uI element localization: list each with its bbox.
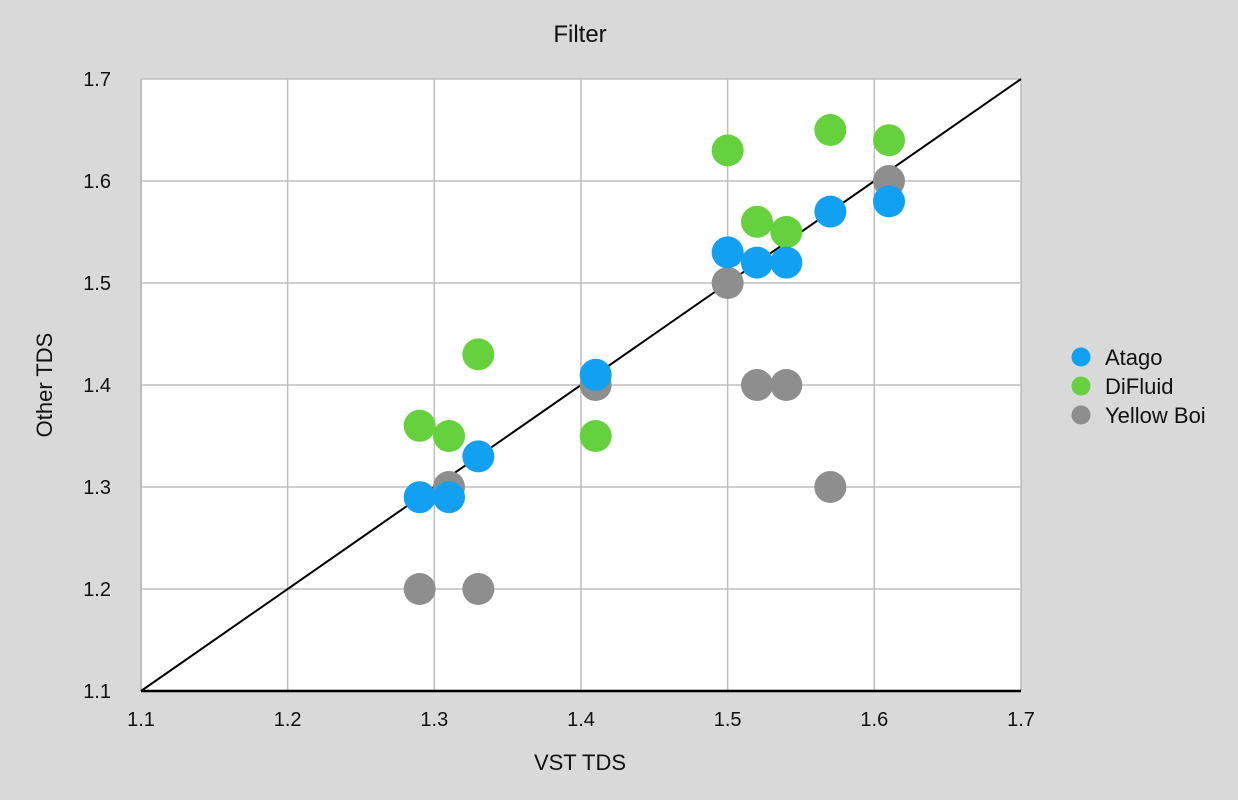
legend-label-difluid: DiFluid	[1105, 374, 1173, 399]
axes	[140, 79, 1021, 693]
x-tick-label: 1.3	[420, 709, 448, 731]
yellow-boi-point	[741, 369, 773, 401]
y-tick-label: 1.2	[83, 579, 111, 601]
legend: Atago DiFluid Yellow Boi	[1071, 345, 1206, 428]
data-points	[403, 114, 905, 605]
difluid-point	[462, 338, 495, 371]
difluid-point	[814, 114, 847, 146]
atago-point	[433, 481, 465, 514]
y-tick-label: 1.5	[83, 273, 111, 295]
difluid-point	[403, 409, 436, 442]
x-tick-label: 1.4	[567, 709, 595, 731]
x-tick-label: 1.7	[1007, 709, 1035, 731]
atago-point	[579, 358, 612, 391]
yellow-boi-point	[462, 573, 495, 605]
atago-point	[462, 440, 495, 473]
y-tick-label: 1.1	[83, 681, 111, 703]
atago-point	[711, 236, 744, 269]
y-tick-label: 1.3	[83, 477, 111, 499]
atago-point	[814, 195, 847, 228]
y-axis-title: Other TDS	[32, 333, 57, 438]
difluid-point	[433, 420, 465, 452]
atago-point	[403, 481, 436, 514]
atago-point	[741, 246, 773, 279]
difluid-point	[711, 134, 744, 167]
tick-labels: 1.1 1.2 1.3 1.4 1.5 1.6 1.7 1.1 1.2 1.3 1.4 1.5 1.6 1…	[83, 69, 1035, 731]
x-tick-label: 1.6	[860, 709, 888, 731]
y-tick-label: 1.4	[83, 375, 111, 397]
atago-point	[873, 185, 905, 218]
x-tick-label: 1.1	[127, 709, 155, 731]
x-tick-label: 1.5	[714, 709, 742, 731]
y-tick-label: 1.7	[83, 69, 111, 91]
legend-marker-difluid	[1071, 376, 1091, 396]
yellow-boi-point	[814, 471, 847, 503]
yellow-boi-point	[403, 573, 436, 605]
difluid-point	[741, 205, 773, 238]
yellow-boi-point	[770, 369, 803, 401]
x-tick-label: 1.2	[274, 709, 302, 731]
legend-label-yellow-boi: Yellow Boi	[1105, 403, 1206, 428]
atago-point	[770, 246, 803, 279]
y-tick-label: 1.6	[83, 171, 111, 193]
legend-marker-atago	[1071, 347, 1091, 367]
difluid-point	[873, 124, 905, 157]
yellow-boi-point	[711, 267, 744, 299]
x-axis-title: VST TDS	[534, 750, 626, 775]
legend-marker-yellow-boi	[1071, 405, 1091, 425]
legend-label-atago: Atago	[1105, 345, 1163, 370]
difluid-point	[770, 216, 803, 248]
difluid-point	[579, 420, 612, 452]
chart-title: Filter	[553, 21, 606, 48]
